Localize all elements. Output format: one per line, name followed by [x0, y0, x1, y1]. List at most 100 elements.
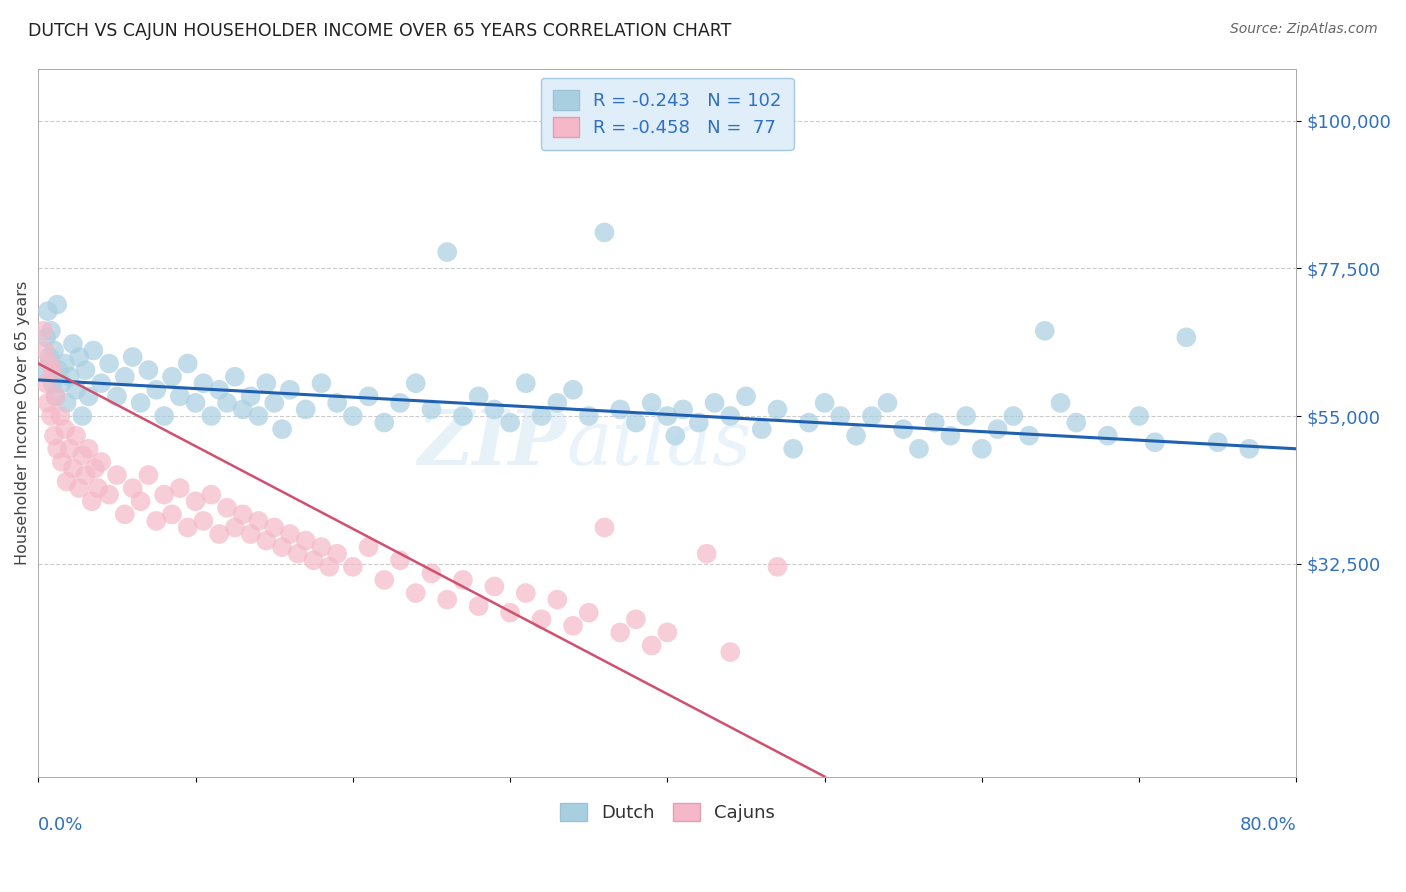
Point	[640, 639, 662, 653]
Point	[593, 226, 616, 240]
Point	[294, 533, 316, 548]
Point	[814, 396, 837, 410]
Point	[515, 376, 537, 391]
Point	[467, 389, 489, 403]
Text: ZIP: ZIP	[418, 407, 567, 481]
Point	[254, 533, 277, 548]
Point	[239, 389, 262, 403]
Point	[65, 383, 87, 397]
Point	[153, 409, 176, 423]
Point	[39, 409, 62, 423]
Point	[177, 357, 200, 371]
Point	[530, 612, 553, 626]
Point	[84, 461, 107, 475]
Point	[924, 416, 946, 430]
Point	[208, 527, 231, 541]
Text: atlas: atlas	[567, 407, 752, 481]
Point	[688, 416, 710, 430]
Point	[160, 369, 183, 384]
Point	[530, 409, 553, 423]
Point	[42, 343, 65, 358]
Point	[484, 579, 506, 593]
Point	[624, 612, 647, 626]
Point	[32, 363, 55, 377]
Point	[67, 481, 90, 495]
Point	[664, 428, 686, 442]
Point	[247, 514, 270, 528]
Point	[34, 343, 56, 358]
Point	[593, 520, 616, 534]
Point	[326, 547, 349, 561]
Point	[389, 553, 412, 567]
Point	[80, 494, 103, 508]
Point	[45, 389, 67, 403]
Point	[436, 592, 458, 607]
Point	[208, 383, 231, 397]
Point	[373, 573, 395, 587]
Point	[302, 553, 325, 567]
Point	[153, 488, 176, 502]
Point	[1049, 396, 1071, 410]
Point	[177, 520, 200, 534]
Point	[624, 416, 647, 430]
Point	[200, 409, 222, 423]
Point	[75, 468, 97, 483]
Point	[232, 508, 254, 522]
Point	[271, 540, 294, 554]
Point	[121, 350, 143, 364]
Point	[41, 363, 63, 377]
Point	[224, 520, 246, 534]
Point	[908, 442, 931, 456]
Point	[145, 383, 167, 397]
Point	[546, 396, 568, 410]
Point	[405, 376, 427, 391]
Point	[90, 455, 112, 469]
Point	[37, 396, 59, 410]
Point	[1128, 409, 1150, 423]
Point	[1206, 435, 1229, 450]
Point	[62, 461, 84, 475]
Point	[860, 409, 883, 423]
Point	[263, 520, 285, 534]
Point	[278, 383, 301, 397]
Point	[1064, 416, 1087, 430]
Point	[114, 508, 136, 522]
Point	[1237, 442, 1260, 456]
Point	[53, 357, 76, 371]
Text: DUTCH VS CAJUN HOUSEHOLDER INCOME OVER 65 YEARS CORRELATION CHART: DUTCH VS CAJUN HOUSEHOLDER INCOME OVER 6…	[28, 22, 731, 40]
Point	[797, 416, 820, 430]
Point	[735, 389, 758, 403]
Point	[169, 389, 191, 403]
Point	[98, 357, 121, 371]
Point	[42, 428, 65, 442]
Point	[672, 402, 695, 417]
Point	[357, 389, 380, 403]
Point	[82, 343, 104, 358]
Point	[891, 422, 914, 436]
Point	[657, 409, 679, 423]
Point	[939, 428, 962, 442]
Point	[451, 409, 474, 423]
Point	[318, 559, 340, 574]
Point	[90, 376, 112, 391]
Point	[98, 488, 121, 502]
Point	[55, 475, 77, 489]
Point	[436, 245, 458, 260]
Point	[184, 494, 207, 508]
Point	[451, 573, 474, 587]
Point	[1175, 330, 1198, 344]
Point	[239, 527, 262, 541]
Point	[49, 409, 72, 423]
Point	[294, 402, 316, 417]
Point	[45, 389, 67, 403]
Point	[405, 586, 427, 600]
Point	[75, 363, 97, 377]
Point	[955, 409, 977, 423]
Point	[193, 376, 215, 391]
Point	[138, 363, 160, 377]
Text: 0.0%: 0.0%	[38, 815, 84, 833]
Point	[657, 625, 679, 640]
Point	[77, 389, 100, 403]
Point	[766, 402, 789, 417]
Point	[287, 547, 309, 561]
